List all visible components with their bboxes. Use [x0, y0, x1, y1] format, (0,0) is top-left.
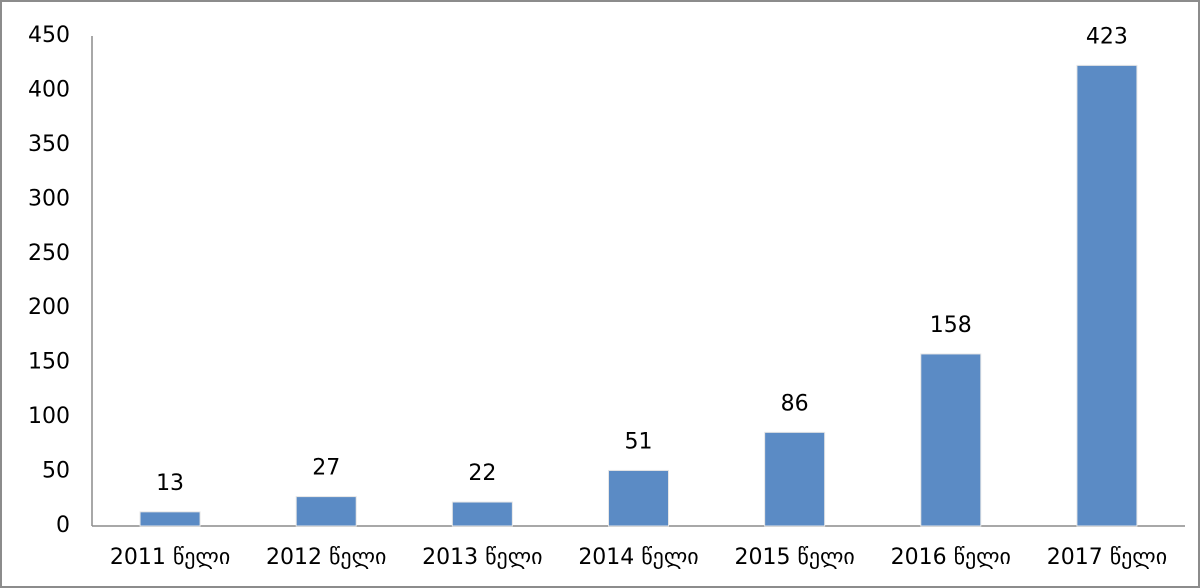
x-tick-label: 2011 წელი [110, 545, 230, 570]
y-tick-label: 0 [56, 513, 70, 538]
x-tick-label: 2013 წელი [422, 545, 542, 570]
bar [764, 431, 826, 527]
bar [451, 501, 513, 527]
y-tick-label: 400 [28, 77, 70, 102]
y-tick-label: 250 [28, 241, 70, 266]
y-tick-label: 300 [28, 186, 70, 211]
x-tick-label: 2015 წელი [734, 545, 854, 570]
bar [1076, 64, 1138, 527]
y-tick-label: 150 [28, 350, 70, 375]
bar [295, 496, 357, 527]
x-tick-label: 2014 წელი [578, 545, 698, 570]
y-tick-label: 450 [28, 23, 70, 48]
data-label: 27 [312, 456, 340, 481]
data-label: 13 [156, 471, 184, 496]
data-label: 158 [930, 313, 972, 338]
data-label: 22 [468, 461, 496, 486]
bar [139, 511, 201, 527]
x-tick-label: 2012 წელი [266, 545, 386, 570]
x-tick-label: 2017 წელი [1047, 545, 1167, 570]
x-tick-label: 2016 წელი [891, 545, 1011, 570]
bar [920, 353, 982, 527]
data-label: 51 [625, 429, 653, 454]
data-label: 86 [781, 391, 809, 416]
y-tick-label: 50 [42, 459, 70, 484]
y-tick-label: 200 [28, 295, 70, 320]
data-label: 423 [1086, 24, 1128, 49]
bar [608, 469, 669, 527]
y-tick-label: 100 [28, 404, 70, 429]
y-tick-label: 350 [28, 132, 70, 157]
